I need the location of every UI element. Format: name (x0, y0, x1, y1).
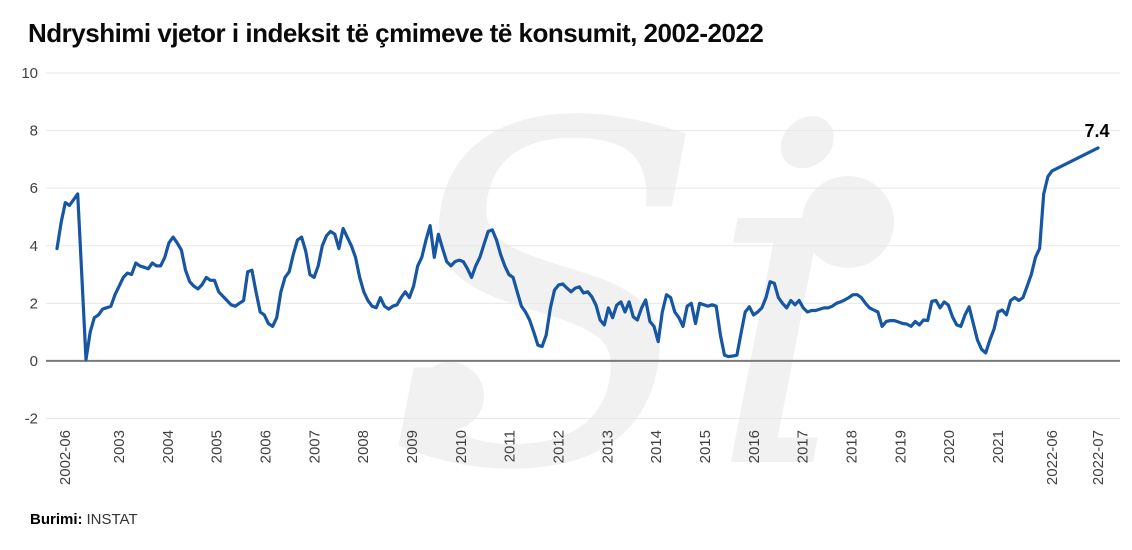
source-line: Burimi: INSTAT (30, 511, 138, 528)
x-tick-label: 2008 (355, 430, 372, 463)
y-tick-label: 0 (30, 353, 38, 370)
x-tick-label: 2016 (746, 430, 763, 463)
end-value-label: 7.4 (1084, 121, 1109, 141)
series-polyline (55, 146, 1100, 362)
chart-title: Ndryshimi vjetor i indeksit të çmimeve t… (28, 18, 764, 48)
x-tick-label: 2017 (795, 430, 812, 463)
source-label: Burimi: (30, 511, 83, 528)
x-tick-label: 2020 (941, 430, 958, 463)
x-tick-label: 2003 (111, 430, 128, 463)
x-tick-label: 2005 (209, 430, 226, 463)
x-tick-label: 2012 (550, 430, 567, 463)
x-tick-label: 2007 (306, 430, 323, 463)
x-tick-label: 2018 (843, 430, 860, 463)
x-tick-label: 2002-06 (57, 430, 74, 485)
x-tick-label: 2021 (990, 430, 1007, 463)
y-tick-label: 10 (21, 65, 38, 82)
watermark-i-dot (802, 176, 894, 268)
x-tick-label: 2004 (160, 430, 177, 463)
watermark-dot (416, 362, 484, 430)
x-tick-label: 2010 (453, 430, 470, 463)
x-tick-label: 2011 (502, 430, 519, 462)
y-tick-label: 6 (30, 180, 38, 197)
x-tick-label: 2006 (257, 430, 274, 463)
x-tick-label: 2022-07 (1090, 430, 1107, 485)
x-tick-label: 2019 (892, 430, 909, 463)
x-tick-label: 2013 (599, 430, 616, 463)
y-tick-label: 4 (30, 238, 38, 255)
x-tick-label: 2022-06 (1044, 430, 1061, 485)
y-tick-label: 8 (30, 123, 38, 140)
x-tick-label: 2014 (648, 430, 665, 463)
y-tick-label: 2 (30, 295, 38, 312)
x-tick-label: 2009 (404, 430, 421, 463)
instat-logo-watermark: Si (385, 26, 857, 550)
source-value: INSTAT (86, 511, 138, 528)
y-tick-label: -2 (25, 411, 38, 428)
x-tick-label: 2015 (697, 430, 714, 463)
